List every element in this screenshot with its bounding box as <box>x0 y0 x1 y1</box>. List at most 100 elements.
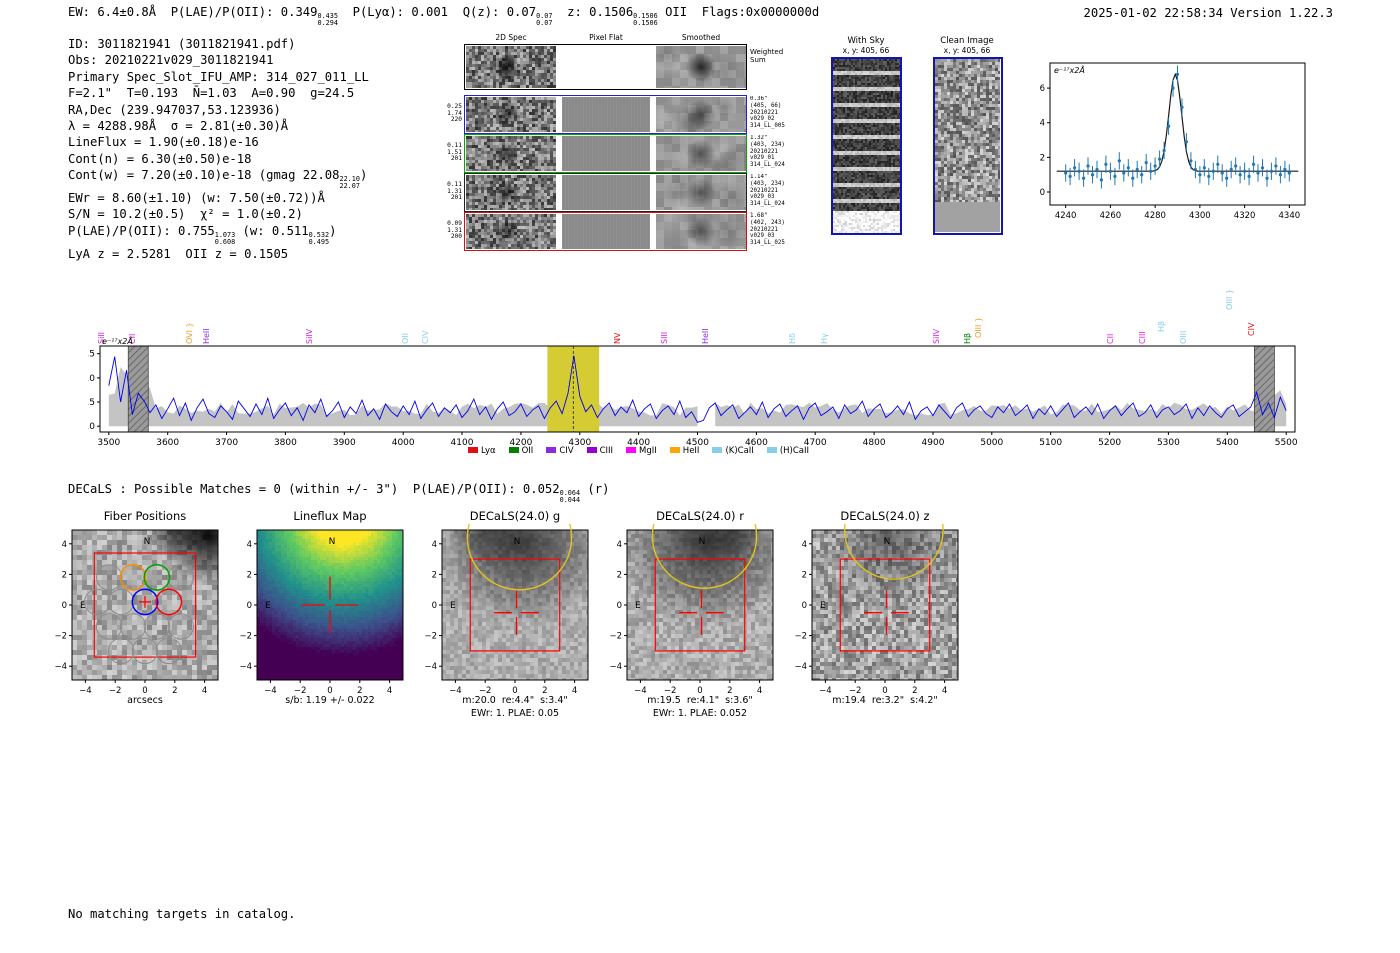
compass-east: E <box>635 601 641 611</box>
fiber-circle <box>84 588 111 616</box>
spec2d-row-1-pixelflat-image <box>562 97 650 132</box>
cutout-overlay-3: −4 −4 −2 −2 0 0 2 2 4 4 N E <box>609 524 774 696</box>
spec2d-row-2-frame <box>464 134 747 173</box>
svg-text:4400: 4400 <box>627 438 650 448</box>
cutout-title-2: DECaLS(24.0) g <box>469 509 561 523</box>
spec2d-col-header-3: Smoothed <box>681 33 721 42</box>
stacked-uncertainty: 0.532 0.495 <box>308 230 330 246</box>
svg-text:3800: 3800 <box>274 438 297 448</box>
svg-text:2: 2 <box>357 686 362 696</box>
svg-text:0: 0 <box>142 686 147 696</box>
svg-text:4: 4 <box>387 686 392 696</box>
stacked-uncertainty: 1.073 0.608 <box>214 230 236 246</box>
cutout-overlay-0: −4 −4 −2 −2 0 0 2 2 4 4 N E <box>54 529 219 696</box>
decals-summary: DECaLS : Possible Matches = 0 (within +/… <box>68 482 610 504</box>
svg-text:−4: −4 <box>239 662 252 672</box>
svg-text:4000: 4000 <box>392 438 415 448</box>
cutout-image-4 <box>812 530 958 680</box>
svg-text:6: 6 <box>1040 84 1045 94</box>
legend-swatch <box>546 447 557 453</box>
svg-text:2: 2 <box>912 686 917 696</box>
legend-item-6: (K)CaII <box>712 446 754 456</box>
svg-text:0: 0 <box>697 686 702 696</box>
svg-text:−2: −2 <box>294 686 307 696</box>
spec2d-row-1-annotation: 0.36" (405, 66) 20210221 v029_02 314_LL_005 <box>750 96 785 130</box>
cutout-xlabel-3: m:19.5 re:4.1" s:3.6" <box>647 695 753 706</box>
compass-north: N <box>699 537 706 547</box>
svg-text:4240: 4240 <box>1055 211 1077 221</box>
fiber-circle <box>95 613 123 640</box>
line-label-OIII-5428: OIII } <box>1225 288 1234 310</box>
aperture-square <box>839 558 931 652</box>
cutout-title-1: Lineflux Map <box>293 509 367 523</box>
summary-header: EW: 6.4±0.8Å P(LAE)/P(OII): 0.349 0.435 0.… <box>68 5 820 27</box>
line-label-Hβ-5312: Hβ <box>1157 320 1166 332</box>
spec2d-row-3-smoothed-image <box>656 175 746 210</box>
svg-text:−4: −4 <box>449 686 462 696</box>
footer-notes: No matching targets in catalog. Row inte… <box>68 876 295 953</box>
fiber-circle <box>119 613 147 640</box>
fiber-circle <box>143 613 171 640</box>
info-line-11: S/N = 10.2(±0.5) χ² = 1.0(±0.2) <box>68 207 303 222</box>
svg-text:4: 4 <box>757 686 762 696</box>
cutout-title-3: DECaLS(24.0) r <box>656 509 744 523</box>
spec2d-row-4-frame <box>464 212 747 251</box>
spec2d-row-2-weights: 0.11 1.51 201 <box>447 142 462 163</box>
svg-text:2: 2 <box>247 570 252 580</box>
spec2d-row-1-weights: 0.25 1.74 220 <box>447 103 462 124</box>
cutout-xlabel-2: m:20.0 re:4.4" s:3.4" <box>462 695 568 706</box>
legend-item-5: HeII <box>669 446 699 456</box>
legend-item-4: MgII <box>626 446 657 456</box>
fiber-circle <box>108 588 135 616</box>
catalog-ellipse <box>844 524 944 580</box>
legend-item-7: (H)CaII <box>766 446 809 456</box>
info-line-3: Primary Spec_Slot_IFU_AMP: 314_027_011_L… <box>68 69 369 84</box>
spec2d-row-4-2dspec-image <box>466 214 556 249</box>
svg-text:4800: 4800 <box>863 438 886 448</box>
svg-text:2: 2 <box>727 686 732 696</box>
clean-coords: x, y: 405, 66 <box>943 46 991 55</box>
svg-text:−4: −4 <box>819 686 832 696</box>
svg-text:−4: −4 <box>264 686 277 696</box>
withsky-frame <box>831 57 902 235</box>
svg-text:4100: 4100 <box>451 438 474 448</box>
info-line-12: P(LAE)/P(OII): 0.755 1.073 0.608 (w: 0.511… <box>68 223 337 246</box>
spec2d-row-4-smoothed-image <box>656 214 746 249</box>
legend-label: CIII <box>599 446 614 456</box>
svg-text:−4: −4 <box>79 686 92 696</box>
info-line-8: Cont(n) = 6.30(±0.50)e-18 <box>68 151 252 166</box>
svg-text:4320: 4320 <box>1234 211 1256 221</box>
stacked-uncertainty: 0.1506 0.1506 <box>633 12 658 27</box>
info-line-7: LineFlux = 1.90(±0.18)e-16 <box>68 135 259 150</box>
cutout-title-4: DECaLS(24.0) z <box>840 509 930 523</box>
spec2d-row-2-pixelflat-image <box>562 136 650 171</box>
svg-text:−2: −2 <box>479 686 492 696</box>
aperture-square <box>469 558 561 652</box>
spec2d-row-1-frame <box>464 95 747 134</box>
spec2d-row-4-pixelflat-image <box>562 214 650 249</box>
svg-text:2: 2 <box>172 686 177 696</box>
cutout-overlay-2: −4 −4 −2 −2 0 0 2 2 4 4 N E <box>424 524 589 696</box>
fiber-circle <box>131 637 159 665</box>
compass-east: E <box>80 601 86 611</box>
fiber-circle-highlight <box>155 588 183 616</box>
svg-text:4: 4 <box>202 686 207 696</box>
info-line-2: Obs: 20210221v029_3011821941 <box>68 53 274 68</box>
legend-label: MgII <box>639 446 657 456</box>
spec2d-row-3-pixelflat-image <box>562 175 650 210</box>
report-datetime: 2025-01-02 22:58:34 Version 1.22.3 <box>1083 6 1333 20</box>
svg-text:2: 2 <box>1040 153 1045 163</box>
legend-label: (K)CaII <box>725 446 754 456</box>
fiber-circle-highlight <box>131 588 159 616</box>
svg-text:4: 4 <box>1040 119 1045 129</box>
legend-item-1: OII <box>508 446 534 456</box>
svg-text:0.0: 0.0 <box>88 422 95 432</box>
legend-label: OII <box>521 446 534 456</box>
svg-text:4: 4 <box>942 686 947 696</box>
cutout-xlabel-4: m:19.4 re:3.2" s:4.2" <box>832 695 938 706</box>
full-spectrum-plot: 3500 3600 3700 3800 3900 4000 4100 4200 4300 4400… <box>88 336 1298 448</box>
spec2d-col-header-2: Pixel Flat <box>589 33 623 42</box>
svg-text:3900: 3900 <box>333 438 356 448</box>
info-line-6: λ = 4288.98Å σ = 2.81(±0.30)Å <box>68 119 289 134</box>
